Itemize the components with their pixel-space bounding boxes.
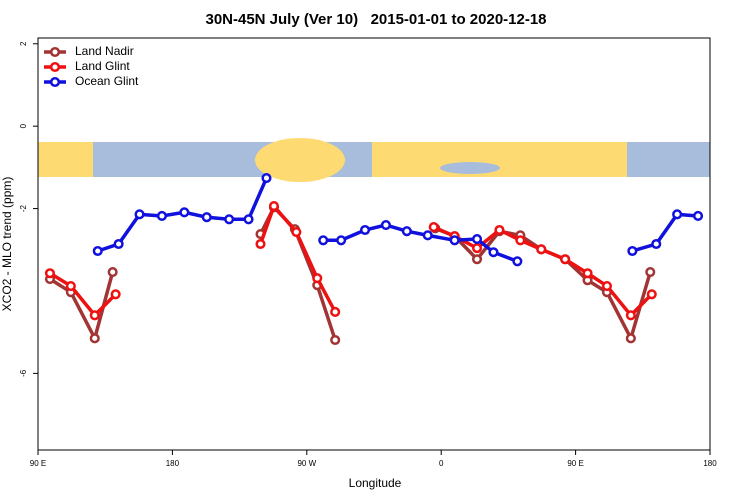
data-point — [428, 222, 439, 233]
data-point — [255, 238, 266, 250]
data-point — [401, 226, 412, 237]
data-point — [261, 173, 272, 184]
data-point — [89, 333, 100, 344]
y-tick-label: -2 — [19, 204, 28, 212]
data-point — [92, 245, 103, 257]
y-tick-label: -6 — [19, 369, 28, 377]
x-axis-label: Longitude — [349, 476, 402, 490]
x-tick-label: 90 E — [567, 459, 583, 468]
data-point — [336, 235, 347, 246]
data-point — [380, 219, 391, 231]
y-tick-label: 0 — [19, 123, 28, 128]
data-point — [625, 333, 636, 344]
x-tick-label: 90 W — [297, 459, 316, 468]
data-point — [471, 243, 483, 254]
y-axis-label: XCO2 - MLO trend (ppm) — [0, 177, 14, 312]
data-point — [65, 280, 76, 292]
x-tick-label: 90 E — [30, 459, 46, 468]
legend-label: Ocean Glint — [75, 74, 139, 88]
data-point — [113, 238, 124, 250]
data-point — [645, 266, 656, 278]
series-line — [49, 204, 652, 344]
data-point — [89, 310, 100, 321]
data-point — [201, 212, 212, 223]
chart-title: 30N-45N July (Ver 10) 2015-01-01 to 2020… — [205, 11, 546, 28]
data-point — [179, 207, 190, 218]
map-band — [38, 138, 710, 182]
data-point — [625, 310, 636, 321]
data-point — [488, 247, 499, 258]
data-point — [449, 235, 460, 246]
legend-marker — [49, 61, 61, 73]
data-point — [601, 280, 613, 292]
data-point — [312, 273, 323, 284]
data-point — [515, 235, 526, 246]
data-point — [44, 268, 55, 279]
y-tick-label: 2 — [19, 41, 28, 46]
data-point — [330, 306, 341, 318]
legend-label: Land Nadir — [75, 44, 134, 58]
data-point — [243, 214, 254, 225]
data-point — [646, 289, 657, 300]
data-point — [672, 209, 683, 220]
x-tick-label: 180 — [166, 459, 180, 468]
x-tick-label: 0 — [439, 459, 444, 468]
data-point — [494, 224, 505, 236]
data-point — [536, 244, 547, 255]
data-point — [107, 266, 118, 278]
data-point — [471, 234, 483, 245]
plot-frame — [37, 37, 711, 451]
data-point — [512, 256, 523, 267]
data-point — [156, 210, 167, 222]
data-point — [318, 235, 329, 246]
data-point — [582, 268, 593, 279]
data-point — [422, 230, 433, 241]
data-point — [651, 238, 662, 250]
data-point — [224, 214, 235, 225]
data-point — [330, 334, 341, 346]
data-point — [110, 289, 121, 300]
data-point — [560, 254, 571, 265]
data-point — [693, 210, 704, 222]
legend-marker — [49, 46, 61, 58]
data-point — [359, 224, 371, 236]
data-point — [291, 227, 302, 238]
series-line — [97, 177, 699, 263]
data-point — [471, 254, 483, 265]
legend-marker — [49, 76, 61, 88]
data-point — [268, 201, 279, 212]
data-point — [627, 245, 638, 257]
x-tick-label: 180 — [703, 459, 717, 468]
data-point — [134, 209, 145, 220]
legend-label: Land Glint — [75, 59, 130, 73]
